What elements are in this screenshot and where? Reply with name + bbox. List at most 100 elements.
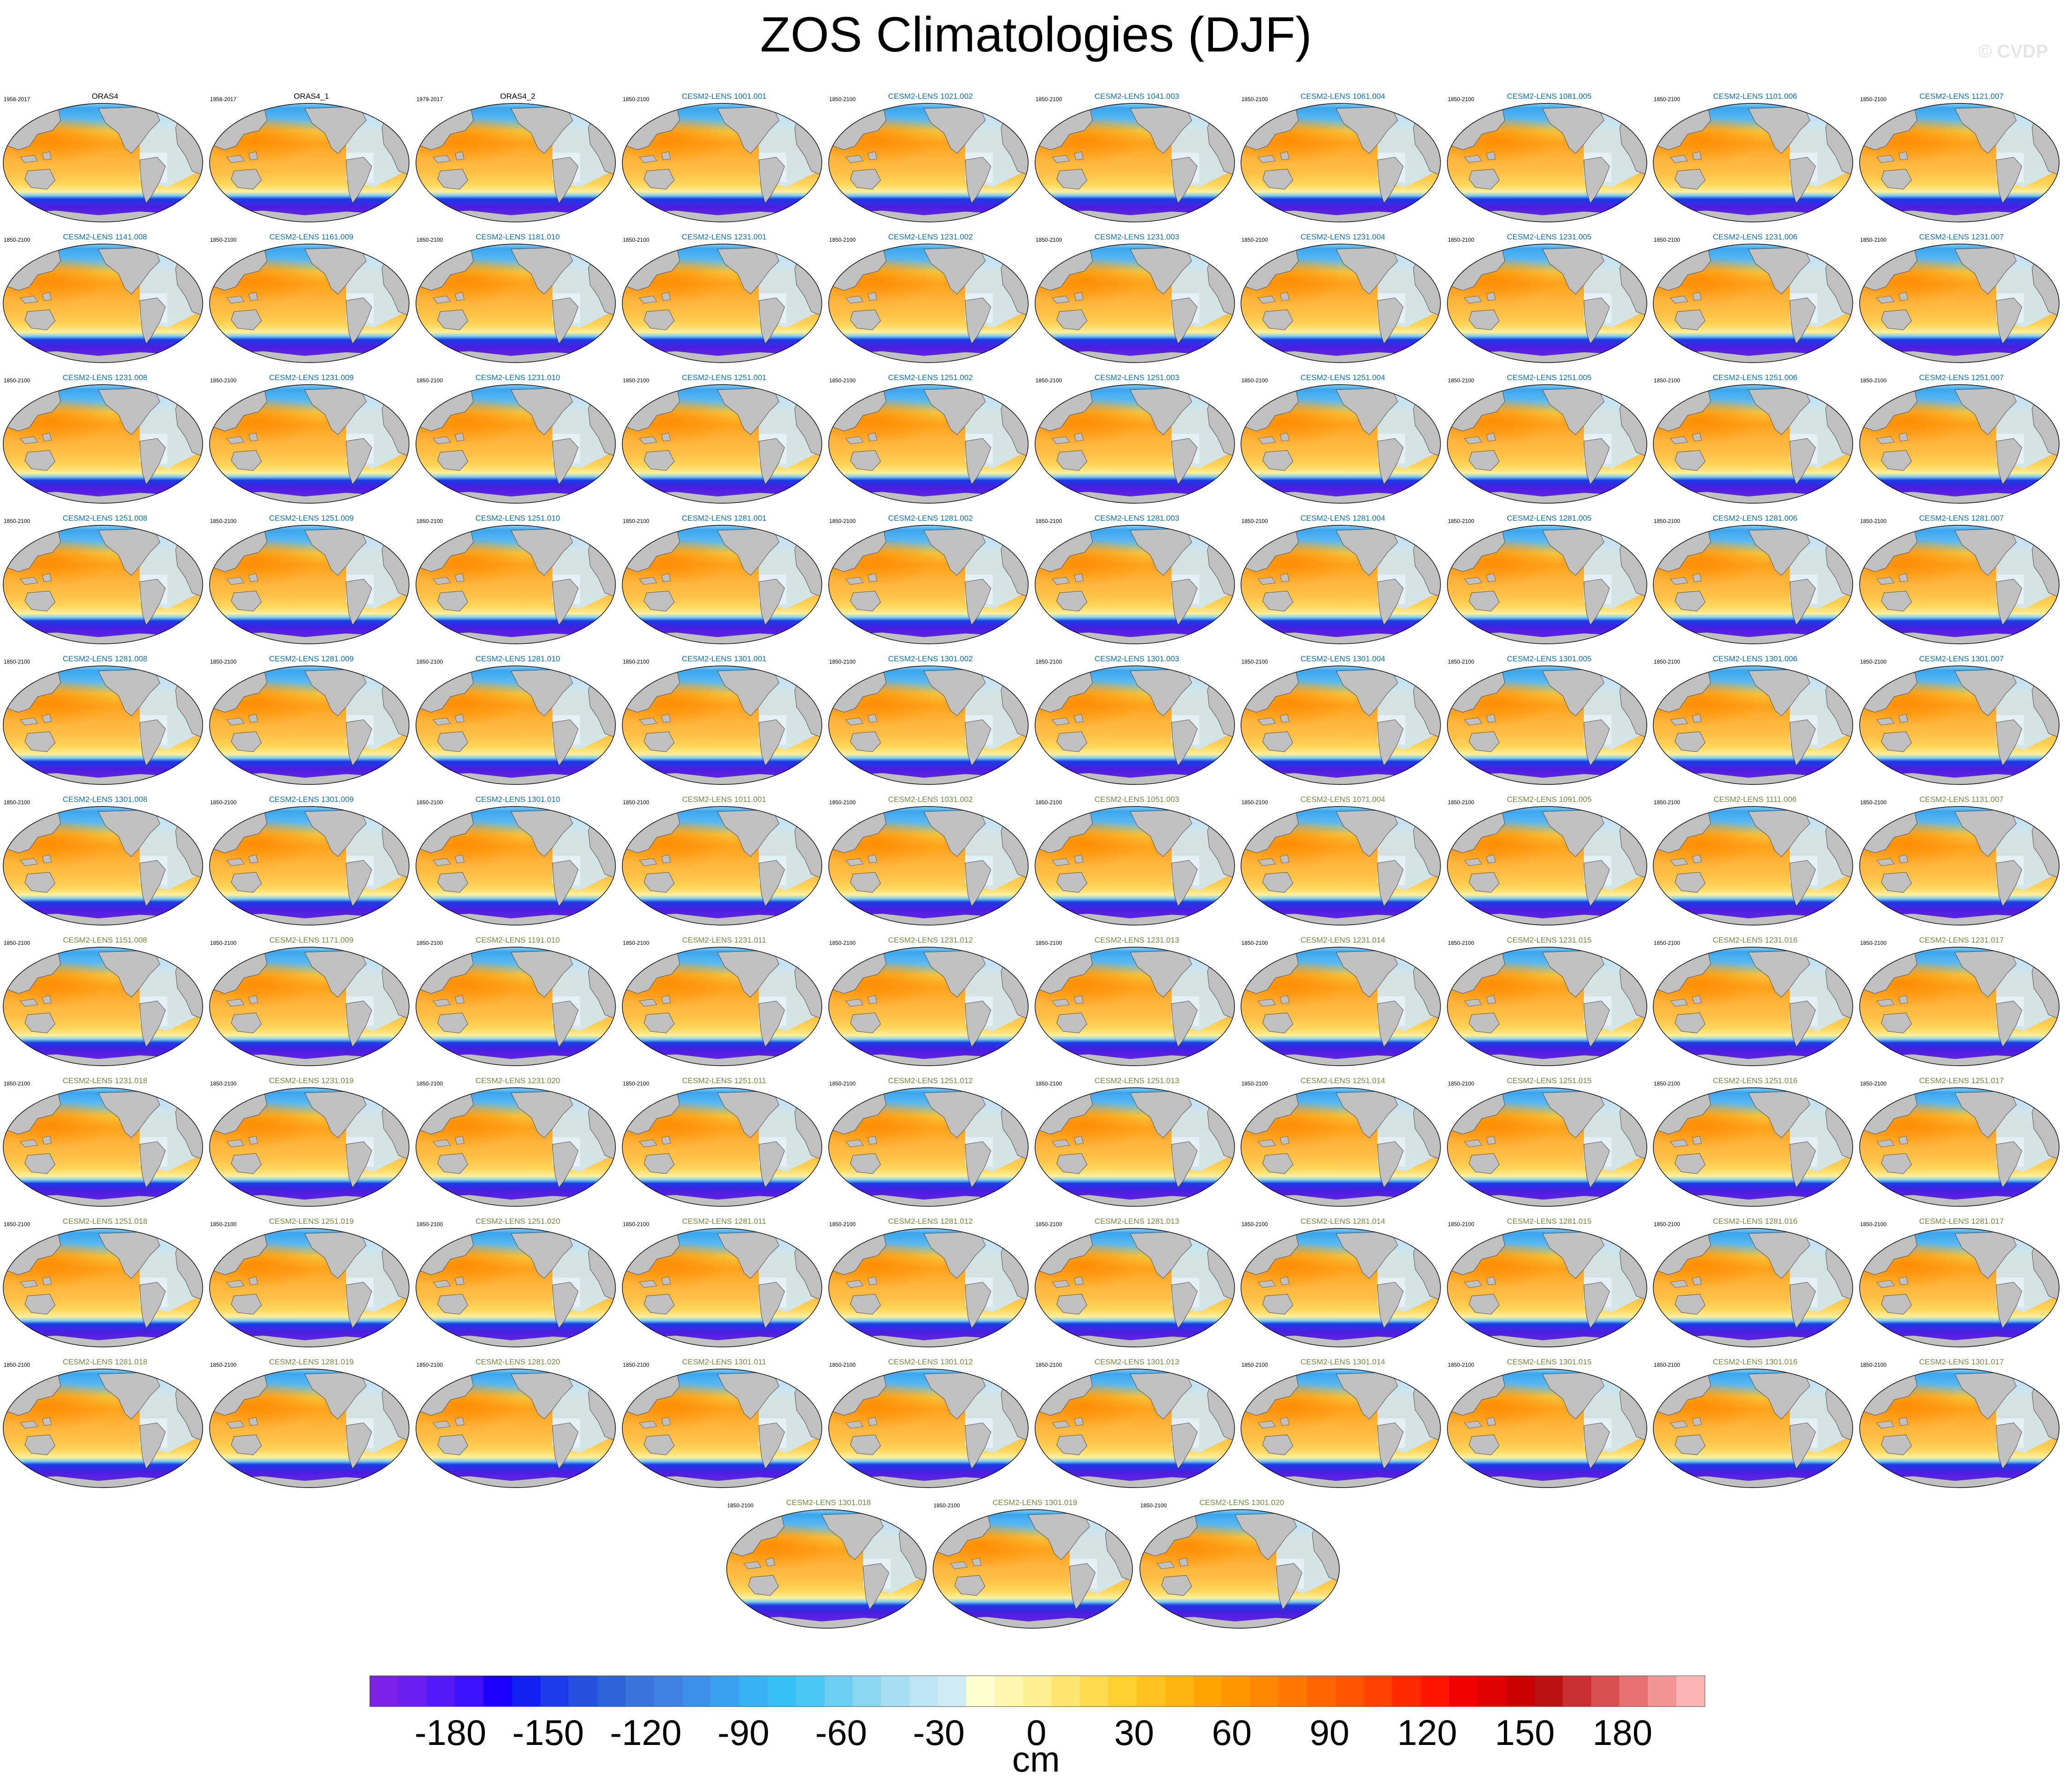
map-panel: 1850-2100 CESM2-LENS 1231.007 bbox=[1858, 233, 2065, 366]
panel-title: CESM2-LENS 1231.016 bbox=[1713, 936, 1798, 944]
colorbar-tick-labels: -180 -150 -120 -90 -60 -30 0 30 60 90 120 150 180 bbox=[0, 1712, 2072, 1753]
colorbar-swatch bbox=[682, 1676, 711, 1706]
map-panel: 1850-2100 CESM2-LENS 1301.003 bbox=[1034, 654, 1240, 788]
map-panel: 1850-2100 CESM2-LENS 1251.020 bbox=[415, 1217, 621, 1350]
map-panel: 1850-2100 CESM2-LENS 1281.018 bbox=[2, 1358, 208, 1491]
ssh-map bbox=[1653, 244, 1853, 363]
panel-period-label: 1850-2100 bbox=[1448, 377, 1474, 384]
ssh-map bbox=[1241, 1228, 1441, 1347]
panel-period-label: 1850-2100 bbox=[4, 1362, 30, 1368]
panel-title: CESM2-LENS 1101.006 bbox=[1713, 92, 1797, 101]
colorbar-swatch bbox=[1648, 1676, 1676, 1706]
colorbar-swatch bbox=[455, 1676, 484, 1706]
colorbar-swatch bbox=[1591, 1676, 1620, 1706]
map-panel: 1850-2100 CESM2-LENS 1251.019 bbox=[208, 1217, 415, 1350]
panel-period-label: 1850-2100 bbox=[623, 659, 649, 665]
colorbar-swatch bbox=[427, 1676, 455, 1706]
panel-title: CESM2-LENS 1091.005 bbox=[1507, 795, 1592, 804]
ssh-map bbox=[622, 103, 822, 222]
panel-title: CESM2-LENS 1281.006 bbox=[1713, 514, 1798, 523]
panel-title: CESM2-LENS 1161.009 bbox=[269, 233, 353, 241]
panel-title: CESM2-LENS 1301.012 bbox=[888, 1358, 973, 1366]
colorbar-tick-label: -90 bbox=[717, 1712, 769, 1753]
map-panel: 1850-2100 CESM2-LENS 1231.009 bbox=[208, 373, 415, 506]
panel-title: CESM2-LENS 1281.004 bbox=[1300, 514, 1385, 523]
panel-title: CESM2-LENS 1231.005 bbox=[1507, 233, 1592, 241]
ssh-map bbox=[1035, 665, 1235, 785]
panel-period-label: 1850-2100 bbox=[416, 1221, 443, 1227]
panel-period-label: 1850-2100 bbox=[829, 1080, 856, 1087]
ssh-map bbox=[1447, 1369, 1647, 1488]
ssh-map bbox=[1035, 103, 1235, 222]
panel-period-label: 1850-2100 bbox=[4, 377, 30, 384]
ssh-map bbox=[1035, 1228, 1235, 1347]
map-panel: 1850-2100 CESM2-LENS 1251.012 bbox=[827, 1076, 1034, 1210]
map-panel: 1850-2100 CESM2-LENS 1301.015 bbox=[1446, 1358, 1652, 1491]
colorbar-swatch bbox=[853, 1676, 882, 1706]
map-panel: 1850-2100 CESM2-LENS 1231.018 bbox=[2, 1076, 208, 1210]
panel-title: CESM2-LENS 1281.013 bbox=[1094, 1217, 1179, 1226]
ssh-map bbox=[3, 103, 203, 222]
panel-period-label: 1850-2100 bbox=[1036, 799, 1062, 806]
panel-period-label: 1850-2100 bbox=[1860, 799, 1887, 806]
colorbar-swatch bbox=[540, 1676, 569, 1706]
panel-title: CESM2-LENS 1281.007 bbox=[1919, 514, 2004, 523]
panel-period-label: 1850-2100 bbox=[1036, 1221, 1062, 1227]
map-panel: 1850-2100 CESM2-LENS 1251.004 bbox=[1240, 373, 1446, 506]
ssh-map bbox=[1447, 665, 1647, 785]
panel-period-label: 1850-2100 bbox=[416, 237, 443, 243]
ssh-map bbox=[209, 1228, 410, 1347]
panel-title: CESM2-LENS 1151.008 bbox=[63, 936, 147, 944]
panel-period-label: 1850-2100 bbox=[4, 1080, 30, 1087]
panel-period-label: 1850-2100 bbox=[4, 799, 30, 806]
panel-title: CESM2-LENS 1041.003 bbox=[1094, 92, 1179, 101]
panel-period-label: 1850-2100 bbox=[1241, 237, 1268, 243]
colorbar-swatch bbox=[370, 1676, 398, 1706]
panel-period-label: 1850-2100 bbox=[1036, 377, 1062, 384]
map-panel: 1850-2100 CESM2-LENS 1131.007 bbox=[1858, 795, 2065, 928]
panel-title: CESM2-LENS 1231.015 bbox=[1507, 936, 1592, 944]
panel-title: CESM2-LENS 1231.012 bbox=[888, 936, 973, 944]
panel-title: CESM2-LENS 1231.010 bbox=[475, 373, 560, 382]
panel-title: CESM2-LENS 1301.020 bbox=[1199, 1498, 1284, 1507]
panel-period-label: 1850-2100 bbox=[1654, 1080, 1680, 1087]
ssh-map bbox=[622, 525, 822, 644]
colorbar-swatch bbox=[938, 1676, 967, 1706]
colorbar-swatch bbox=[1279, 1676, 1307, 1706]
colorbar-swatch bbox=[1307, 1676, 1336, 1706]
ssh-map bbox=[1447, 806, 1647, 926]
ssh-map bbox=[622, 665, 822, 785]
ssh-map bbox=[416, 1087, 616, 1207]
panel-period-label: 1850-2100 bbox=[829, 1221, 856, 1227]
ssh-map bbox=[1241, 806, 1441, 926]
ssh-map bbox=[1859, 244, 2060, 363]
panel-period-label: 1850-2100 bbox=[1654, 940, 1680, 946]
panel-title: CESM2-LENS 1251.020 bbox=[475, 1217, 560, 1226]
map-panel: 1850-2100 CESM2-LENS 1251.005 bbox=[1446, 373, 1652, 506]
ssh-map bbox=[828, 947, 1029, 1066]
panel-period-label: 1850-2100 bbox=[210, 237, 237, 243]
panel-period-label: 1850-2100 bbox=[623, 237, 649, 243]
colorbar-swatch bbox=[1335, 1676, 1364, 1706]
panel-title: CESM2-LENS 1301.001 bbox=[682, 654, 767, 663]
map-panel: 1958-2017 ORAS4 bbox=[2, 92, 208, 225]
ssh-map bbox=[416, 947, 616, 1066]
colorbar-swatch bbox=[654, 1676, 683, 1706]
map-panel: 1850-2100 CESM2-LENS 1251.002 bbox=[827, 373, 1034, 506]
panel-title: CESM2-LENS 1301.005 bbox=[1507, 654, 1592, 663]
map-panel: 1850-2100 CESM2-LENS 1301.006 bbox=[1652, 654, 1858, 788]
ssh-map bbox=[1653, 1228, 1853, 1347]
map-panel: 1850-2100 CESM2-LENS 1281.009 bbox=[208, 654, 415, 788]
map-panel: 1850-2100 CESM2-LENS 1301.005 bbox=[1446, 654, 1652, 788]
ssh-map bbox=[1447, 384, 1647, 504]
ssh-map bbox=[1653, 1087, 1853, 1207]
ssh-map bbox=[1859, 384, 2060, 504]
panel-period-label: 1850-2100 bbox=[1448, 1221, 1474, 1227]
panel-period-label: 1850-2100 bbox=[416, 1362, 443, 1368]
ssh-map bbox=[1653, 665, 1853, 785]
panel-period-label: 1850-2100 bbox=[1448, 940, 1474, 946]
ssh-map bbox=[1035, 947, 1235, 1066]
ssh-map bbox=[1859, 1228, 2060, 1347]
panel-title: CESM2-LENS 1281.005 bbox=[1507, 514, 1592, 523]
panel-period-label: 1850-2100 bbox=[4, 1221, 30, 1227]
